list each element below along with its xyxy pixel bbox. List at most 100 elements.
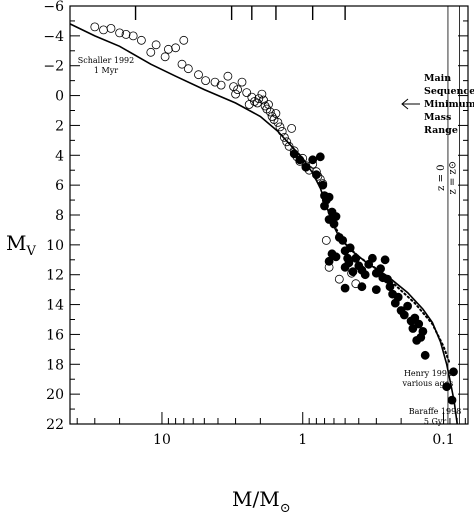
filled-point (320, 201, 329, 211)
filled-point (301, 162, 311, 172)
open-point (106, 23, 116, 33)
y-tick-label: 10 (46, 238, 64, 254)
arrow-head (401, 98, 409, 110)
y-tick-label: 0 (55, 89, 64, 105)
annotation-1: Main Sequence Minimum Mass Range (401, 73, 474, 136)
open-point (244, 100, 254, 109)
open-point (231, 89, 241, 99)
filled-point (367, 253, 377, 263)
y-tick-label: 4 (55, 148, 64, 164)
filled-point (447, 395, 457, 405)
open-point (273, 118, 283, 127)
open-point (262, 104, 272, 114)
filled-point (420, 350, 430, 360)
open-point (277, 126, 287, 136)
filled-point (414, 319, 424, 329)
annotation-line: Minimum (424, 99, 474, 110)
axis-ticks: −6 −4 −2 0 2 4 6 8 10 12 14 16 18 20 22 10 1 0.1 (43, 0, 468, 448)
open-point (242, 88, 252, 97)
open-point (183, 64, 193, 74)
open-point (282, 137, 292, 147)
y-axis-label: MV (6, 231, 36, 259)
data-points (90, 22, 458, 405)
y-tick-label: 2 (55, 118, 64, 134)
filled-point (308, 155, 318, 165)
open-point (128, 31, 138, 41)
filled-point (329, 219, 339, 229)
open-point (254, 94, 264, 103)
open-point (210, 77, 220, 87)
x-tick-label: 0.1 (432, 432, 454, 448)
filled-point (295, 155, 305, 165)
open-point (163, 44, 173, 54)
annotation-line: Range (424, 125, 458, 136)
x-tick-label: 1 (298, 432, 307, 448)
open-point (194, 70, 203, 80)
open-point (265, 107, 275, 117)
open-point (223, 71, 233, 81)
model-curves (69, 23, 458, 425)
y-tick-label: −6 (43, 0, 64, 15)
curve-1 (323, 199, 458, 425)
open-point (275, 122, 285, 132)
filled-point (345, 243, 355, 253)
open-point (216, 80, 226, 90)
plot-frame (69, 5, 469, 425)
y-tick-label: 22 (46, 417, 64, 433)
open-point (146, 47, 156, 57)
filled-point (344, 258, 354, 268)
open-point (271, 109, 281, 118)
filled-point (338, 235, 348, 245)
filled-point (315, 152, 325, 162)
open-point (233, 85, 243, 94)
y-tick-label: −4 (43, 29, 64, 45)
open-point (160, 52, 170, 62)
y-tick-label: 14 (46, 298, 64, 314)
y-tick-label: 12 (46, 268, 64, 284)
filled-point (331, 212, 341, 221)
open-point (201, 76, 211, 85)
open-point (115, 28, 124, 38)
open-point (151, 40, 161, 50)
filled-point (393, 292, 403, 302)
annotation-line: Schaller 1992 (78, 56, 134, 65)
open-point (90, 22, 100, 32)
open-point (177, 59, 187, 69)
x-axis-label: M/M⊙ (232, 487, 291, 516)
filled-point (449, 367, 458, 377)
filled-point (442, 382, 452, 392)
open-point (284, 141, 294, 151)
filled-point (318, 180, 328, 190)
y-tick-label: 16 (46, 327, 64, 343)
open-point (279, 132, 289, 142)
annotation-line: various ages (401, 379, 453, 388)
filled-point (351, 253, 361, 263)
open-point (179, 35, 189, 45)
open-point (121, 30, 131, 39)
vline-label-1: z = z⊙ (447, 161, 458, 195)
y-tick-label: 18 (46, 357, 64, 373)
filled-point (383, 274, 392, 284)
filled-point (311, 170, 321, 180)
filled-point (360, 270, 370, 280)
annotation-line: Sequence (424, 86, 474, 97)
filled-point (385, 282, 395, 292)
open-point (321, 235, 331, 245)
filled-point (324, 256, 334, 266)
filled-point (289, 149, 299, 159)
annotation-line: Main (424, 73, 451, 84)
y-tick-label: −2 (43, 59, 64, 75)
vline-label-0: z = 0 (436, 164, 447, 190)
filled-point (408, 324, 418, 333)
filled-point (403, 301, 413, 311)
filled-point (380, 255, 390, 265)
open-point (257, 89, 267, 99)
filled-point (418, 326, 428, 336)
curve-0 (69, 23, 326, 201)
x-tick-label: 10 (153, 432, 171, 448)
